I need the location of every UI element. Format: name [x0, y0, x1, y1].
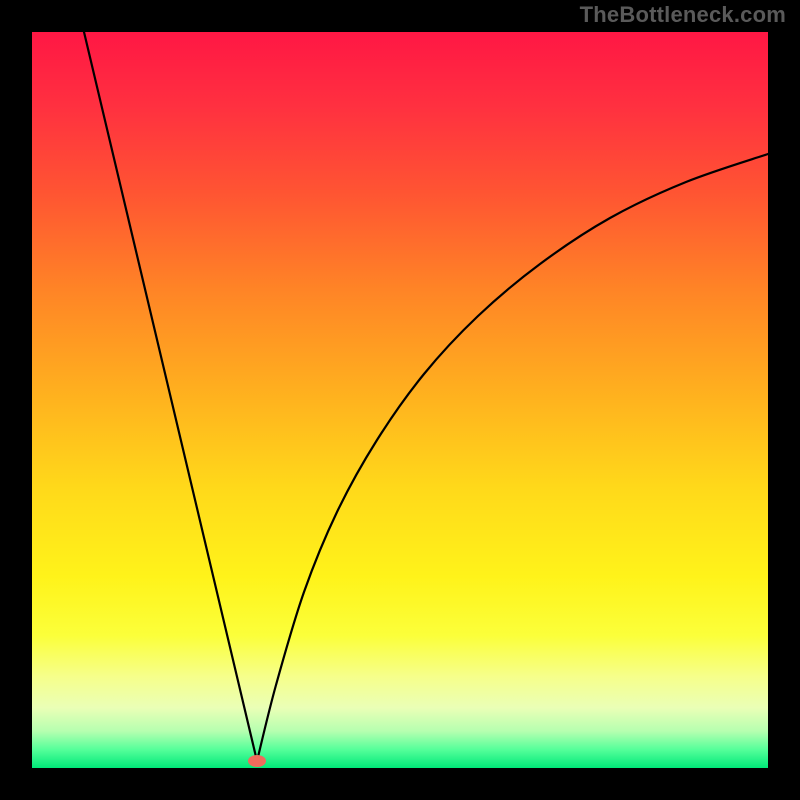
minimum-marker	[248, 755, 266, 767]
plot-area	[32, 32, 768, 768]
bottleneck-chart	[0, 0, 800, 800]
watermark-text: TheBottleneck.com	[580, 2, 786, 28]
gradient-background	[32, 32, 768, 768]
chart-container: TheBottleneck.com	[0, 0, 800, 800]
